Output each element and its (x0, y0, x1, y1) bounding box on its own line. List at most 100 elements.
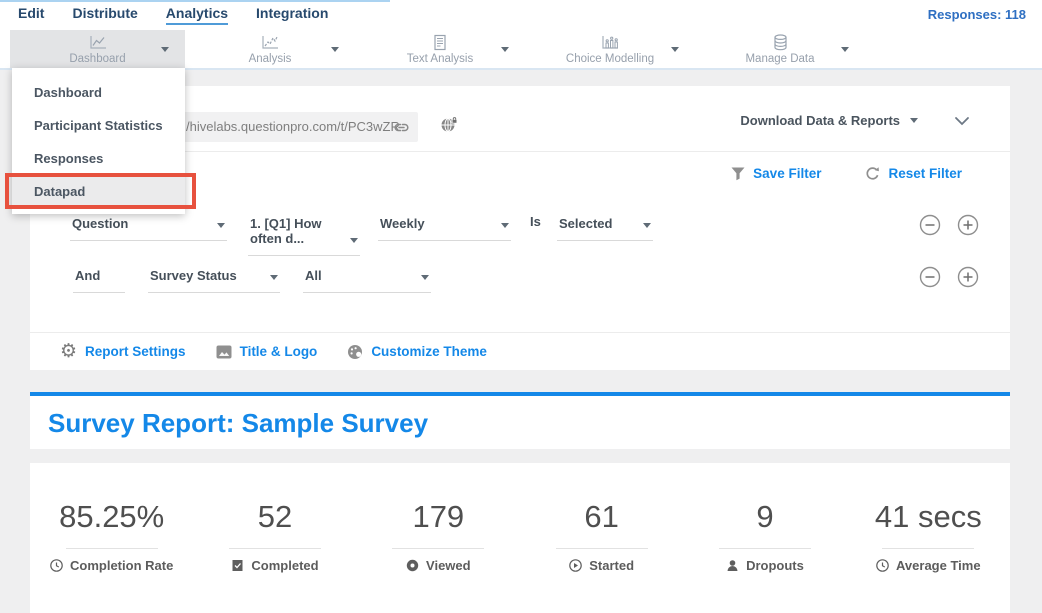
nav-item-analytics[interactable]: Analytics (165, 5, 229, 25)
toolbar-item-choice-modelling[interactable]: Choice Modelling (525, 30, 695, 68)
toolbar-item-label: Choice Modelling (565, 52, 655, 65)
gear-icon: ⚙ (60, 340, 78, 362)
filter-question-select[interactable]: 1. [Q1] How often d... (248, 214, 360, 256)
divider (65, 548, 158, 549)
palette-icon (347, 344, 363, 360)
toolbar-item-label: Text Analysis (406, 52, 474, 65)
caret-down-icon[interactable] (331, 47, 339, 52)
share-url-input[interactable]: /hivelabs.questionpro.com/t/PC3wZR (150, 112, 418, 142)
filter-value-select[interactable]: All (303, 266, 431, 293)
filter-value-value: All (305, 268, 322, 283)
page-title: Survey Report: Sample Survey (48, 408, 429, 438)
stat-value: 9 (756, 499, 774, 534)
menu-item-participant-statistics[interactable]: Participant Statistics (34, 118, 163, 133)
download-data-reports-label: Download Data & Reports (740, 113, 900, 128)
filter-operator-label: Is (530, 214, 541, 229)
report-settings-bar: ⚙ Report Settings Title & Logo Customize… (30, 332, 1010, 370)
stat-value: 179 (412, 499, 465, 534)
reset-filter-button[interactable]: Reset Filter (865, 166, 962, 181)
toolbar-item-label: Manage Data (745, 52, 815, 65)
divider (392, 548, 485, 549)
toolbar-item-analysis[interactable]: Analysis (185, 30, 355, 68)
filter-conjunction-select[interactable]: And (73, 266, 125, 293)
chevron-down-icon[interactable] (954, 116, 970, 126)
save-filter-label: Save Filter (753, 166, 822, 181)
customize-theme-button[interactable]: Customize Theme (347, 344, 487, 360)
image-icon (216, 345, 232, 359)
caret-down-icon[interactable] (161, 47, 169, 52)
filter-field-value: Question (72, 216, 129, 231)
nav-item-distribute[interactable]: Distribute (72, 5, 138, 21)
filter-field-value: Survey Status (150, 268, 237, 283)
funnel-icon (731, 167, 745, 181)
add-filter-button[interactable] (957, 214, 979, 236)
stat-started: 61 Started (520, 499, 683, 613)
toolbar-item-label: Dashboard (69, 52, 126, 65)
save-filter-button[interactable]: Save Filter (731, 166, 821, 181)
caret-down-icon[interactable] (501, 47, 509, 52)
caret-down-icon[interactable] (841, 47, 849, 52)
responses-count[interactable]: Responses: 118 (927, 7, 1026, 22)
stat-dropouts: 9 Dropouts (683, 499, 846, 613)
toolbar-item-label: Analysis (248, 52, 292, 65)
share-url-row: /hivelabs.questionpro.com/t/PC3wZR Downl… (30, 86, 1010, 152)
divider (718, 548, 811, 549)
stat-value: 52 (257, 499, 293, 534)
top-nav: Edit Distribute Analytics Integration Re… (0, 0, 1042, 30)
survey-stats-panel: 85.25% Completion Rate 52 Completed 179 … (30, 463, 1010, 613)
stat-viewed: 179 Viewed (357, 499, 520, 613)
divider (228, 548, 321, 549)
filter-answer-value: Weekly (380, 216, 425, 231)
add-filter-button[interactable] (957, 266, 979, 288)
caret-down-icon (643, 223, 651, 228)
document-icon (432, 34, 448, 51)
stat-completed: 52 Completed (193, 499, 356, 613)
remove-filter-button[interactable] (919, 266, 941, 288)
filter-answer-select[interactable]: Weekly (378, 214, 511, 241)
stat-average-time: 41 secs Average Time (847, 499, 1010, 613)
caret-down-icon (350, 238, 358, 243)
caret-down-icon[interactable] (671, 47, 679, 52)
toolbar-item-text-analysis[interactable]: Text Analysis (355, 30, 525, 68)
caret-down-icon (910, 118, 918, 123)
title-logo-label: Title & Logo (239, 344, 318, 359)
report-settings-button[interactable]: ⚙ Report Settings (60, 342, 186, 361)
nav-item-edit[interactable]: Edit (18, 5, 45, 21)
filter-builder: Save Filter Reset Filter Question 1. [Q1… (30, 152, 1010, 332)
filter-condition-select[interactable]: Selected (557, 214, 653, 241)
caret-down-icon (421, 275, 429, 280)
dashboard-dropdown-menu: Dashboard Participant Statistics Respons… (12, 68, 185, 214)
top-nav-items: Edit Distribute Analytics Integration (0, 5, 328, 25)
report-settings-label: Report Settings (85, 344, 186, 359)
filter-conjunction-value: And (75, 268, 101, 283)
caret-down-icon (270, 275, 278, 280)
stat-value: 41 secs (874, 499, 982, 534)
reset-filter-label: Reset Filter (888, 166, 962, 181)
remove-filter-button[interactable] (919, 214, 941, 236)
nav-item-integration[interactable]: Integration (256, 5, 329, 21)
link-icon[interactable] (393, 120, 410, 135)
line-chart-icon (88, 34, 108, 51)
trend-chart-icon (260, 34, 280, 51)
globe-lock-icon[interactable] (440, 116, 459, 134)
divider (555, 548, 648, 549)
download-data-reports-button[interactable]: Download Data & Reports (740, 113, 918, 128)
database-icon (772, 33, 789, 51)
menu-item-datapad[interactable]: Datapad (12, 175, 185, 208)
report-title-panel: Survey Report: Sample Survey (30, 392, 1010, 449)
filter-field-select[interactable]: Survey Status (148, 266, 280, 293)
divider (882, 548, 975, 549)
stat-value: 61 (584, 499, 619, 534)
menu-item-dashboard[interactable]: Dashboard (34, 85, 102, 100)
refresh-icon (865, 166, 880, 181)
stat-completion-rate: 85.25% Completion Rate (30, 499, 193, 613)
toolbar-item-dashboard[interactable]: Dashboard (10, 30, 185, 68)
filter-question-value: 1. [Q1] How often d... (250, 216, 322, 246)
filter-field-select[interactable]: Question (70, 214, 227, 241)
customize-theme-label: Customize Theme (371, 344, 487, 359)
title-logo-button[interactable]: Title & Logo (216, 344, 318, 359)
filter-actions: Save Filter Reset Filter (731, 166, 962, 181)
toolbar-item-manage-data[interactable]: Manage Data (695, 30, 865, 68)
menu-item-responses[interactable]: Responses (34, 151, 104, 166)
report-controls-panel: /hivelabs.questionpro.com/t/PC3wZR Downl… (30, 86, 1010, 370)
